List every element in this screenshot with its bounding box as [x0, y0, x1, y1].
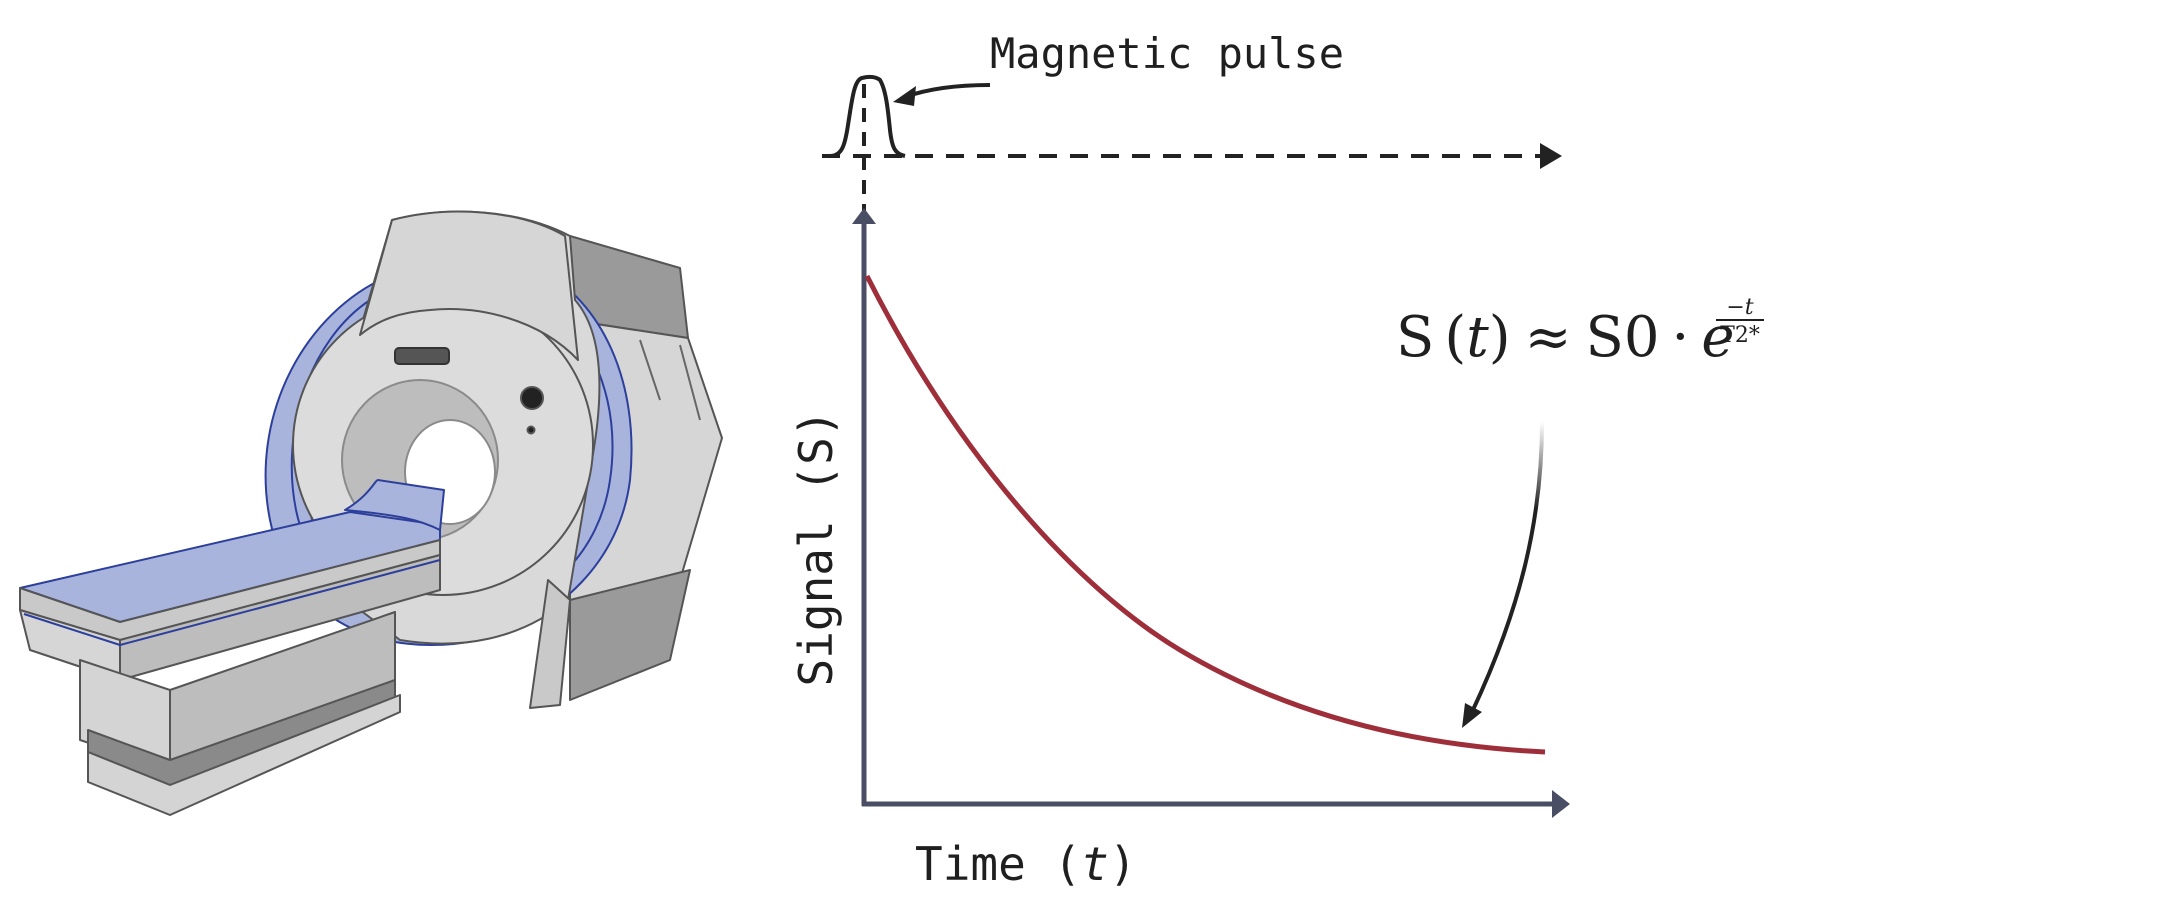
x-axis-label: Time (t) [915, 837, 1137, 891]
eq-paren-close: ) [1489, 305, 1511, 370]
y-axis-arrowhead [852, 208, 876, 224]
pulse-label: Magnetic pulse [990, 29, 1344, 78]
equation-pointer-arrow [1470, 421, 1544, 713]
decay-equation: S (t) ≈ S0 · e −t T2* [1396, 295, 1764, 370]
pulse-label-pointer [904, 83, 991, 99]
pulse-waveform [822, 74, 906, 158]
eq-signal: S [1396, 305, 1434, 370]
eq-exponent-denominator: T2* [1720, 323, 1760, 348]
equation-main: S (t) ≈ S0 · e [1396, 305, 1734, 370]
decay-chart: Signal (S) Time (t) [789, 208, 1570, 891]
x-axis-label-suffix: ) [1109, 837, 1137, 891]
eq-time: t [1466, 305, 1489, 370]
equation-pointer-arrowhead [1462, 703, 1482, 728]
mri-scanner-illustration [19, 210, 723, 816]
pulse-pointer-arrowhead [893, 86, 916, 106]
pulse-timeline: Magnetic pulse [822, 29, 1562, 246]
eq-dot: · [1672, 305, 1690, 370]
eq-base: e [1701, 305, 1734, 370]
eq-paren-open: ( [1444, 305, 1466, 370]
x-axis-label-prefix: Time ( [915, 837, 1081, 891]
eq-exponent-numerator: −t [1726, 295, 1753, 320]
x-axis-arrowhead [1552, 790, 1570, 818]
x-axis-label-variable: t [1081, 837, 1109, 891]
signal-decay-curve [864, 274, 1546, 755]
eq-approx: ≈ [1525, 305, 1572, 370]
eq-s0: S0 [1586, 305, 1660, 370]
pulse-arrowhead [1540, 143, 1562, 169]
y-axis-label: Signal (S) [789, 410, 843, 687]
